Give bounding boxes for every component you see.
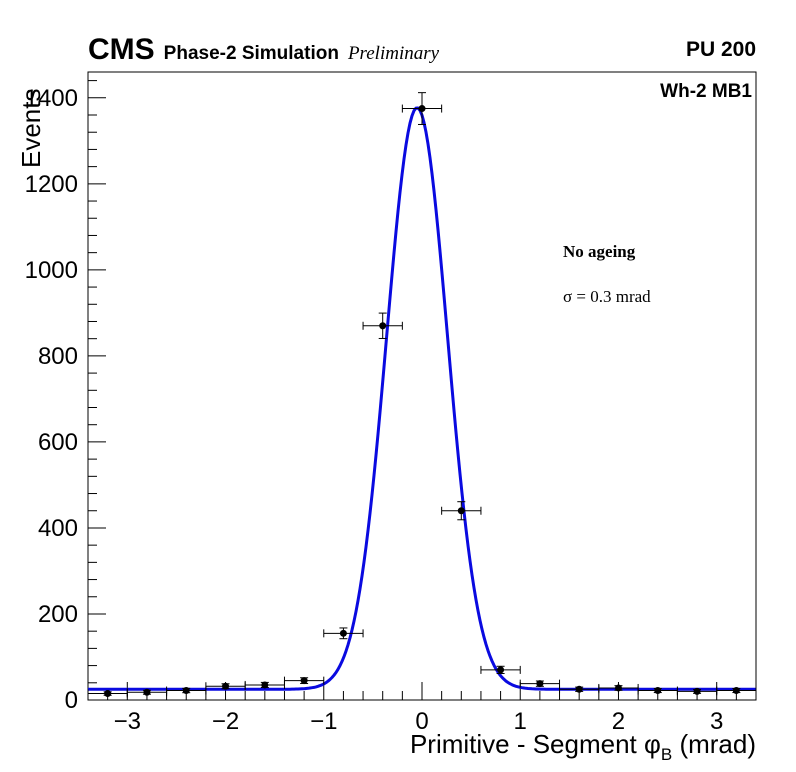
x-axis-title-suffix: (mrad) <box>672 729 756 759</box>
x-axis-title-prefix: Primitive - Segment <box>409 729 645 759</box>
wheel-station-label: Wh-2 MB1 <box>660 81 752 102</box>
phi-subscript: B <box>660 745 673 764</box>
preliminary-label: Preliminary <box>347 43 440 64</box>
x-tick-label: 1 <box>514 708 527 735</box>
y-tick-label: 1200 <box>25 171 78 198</box>
data-point <box>497 666 505 674</box>
data-point <box>575 685 583 693</box>
data-point <box>693 687 701 695</box>
data-point <box>339 629 347 637</box>
phase2-simulation-label: Phase-2 Simulation <box>163 43 339 64</box>
y-axis-title: Events <box>16 88 46 169</box>
y-tick-label: 0 <box>65 687 78 714</box>
data-point <box>536 680 544 688</box>
data-point <box>418 105 426 113</box>
data-point <box>143 688 151 696</box>
fit-sigma-label: σ = 0.3 mrad <box>563 287 651 306</box>
y-tick-label: 200 <box>38 601 78 628</box>
gaussian-fit-curve <box>88 106 756 691</box>
plot-header: CMS Phase-2 Simulation Preliminary <box>88 33 439 67</box>
data-point <box>300 677 308 685</box>
data-point <box>222 682 230 690</box>
x-tick-label: −1 <box>310 708 337 735</box>
x-tick-label: 2 <box>612 708 625 735</box>
ageing-scenario-label: No ageing <box>563 242 636 261</box>
x-tick-label: −3 <box>114 708 141 735</box>
y-tick-label: 600 <box>38 429 78 456</box>
y-tick-label: 1400 <box>25 85 78 112</box>
x-tick-label: 0 <box>415 708 428 735</box>
x-tick-label: 3 <box>710 708 723 735</box>
data-point <box>104 690 112 698</box>
data-point <box>457 507 465 515</box>
data-point <box>261 681 269 689</box>
y-tick-label: 400 <box>38 515 78 542</box>
x-axis-title: Primitive - Segment φB (mrad) <box>410 729 756 765</box>
phi-symbol: φ <box>644 729 661 759</box>
data-point <box>182 687 190 695</box>
data-point <box>379 322 387 330</box>
data-point <box>614 684 622 692</box>
plot-frame <box>87 71 757 701</box>
y-tick-label: 800 <box>38 343 78 370</box>
y-tick-label: 1000 <box>25 257 78 284</box>
pileup-label: PU 200 <box>685 38 756 61</box>
x-tick-label: −2 <box>212 708 239 735</box>
data-point <box>654 687 662 695</box>
data-point <box>732 687 740 695</box>
cms-logo-text: CMS <box>88 33 155 66</box>
